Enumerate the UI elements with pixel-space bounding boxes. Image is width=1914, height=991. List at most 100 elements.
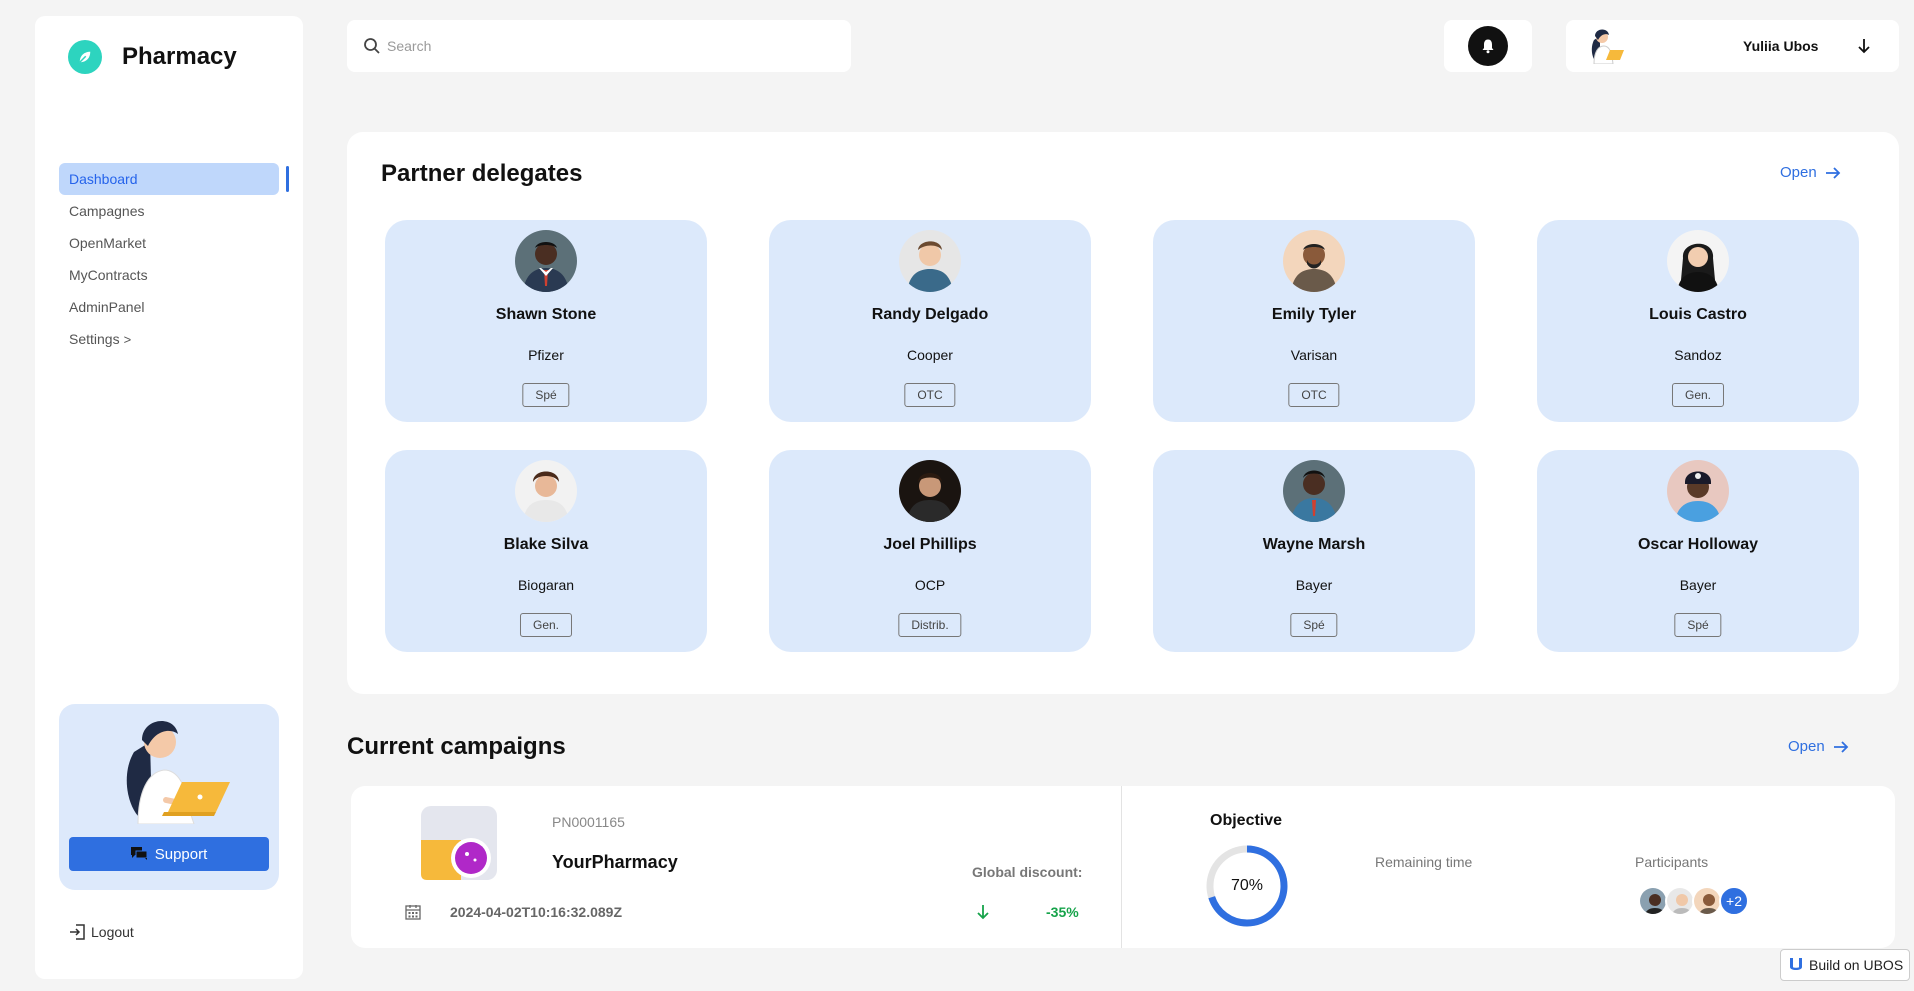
sidebar-nav: Dashboard Campagnes OpenMarket MyContrac…: [59, 163, 291, 355]
leaf-logo-icon: [68, 40, 102, 74]
delegate-card[interactable]: Oscar Holloway Bayer Spé: [1537, 450, 1859, 652]
user-name: Yuliia Ubos: [1743, 38, 1819, 54]
delegates-open-label: Open: [1780, 164, 1817, 181]
delegate-avatar: [1667, 460, 1729, 522]
delegate-cards: Shawn Stone Pfizer Spé Randy Delgado Coo…: [385, 220, 1861, 652]
participants-more-badge: +2: [1719, 886, 1749, 916]
logout-label: Logout: [91, 924, 134, 940]
delegate-avatar: [515, 460, 577, 522]
campaign-image: [421, 806, 497, 880]
objective-label: Objective: [1210, 812, 1283, 829]
delegate-avatar: [899, 230, 961, 292]
delegate-card[interactable]: Emily Tyler Varisan OTC: [1153, 220, 1475, 422]
delegate-company: Cooper: [907, 347, 953, 363]
brand-name: Pharmacy: [122, 43, 237, 70]
sidebar-item-settings[interactable]: Settings >: [59, 323, 279, 355]
participant-avatar: [1665, 886, 1695, 916]
delegate-tag: Gen.: [519, 613, 573, 637]
bell-icon: [1482, 39, 1494, 54]
campaign-divider: [1121, 786, 1122, 948]
participants-avatars[interactable]: +2: [1638, 886, 1749, 916]
delegate-tag: OTC: [904, 383, 956, 407]
campaigns-open-link[interactable]: Open: [1788, 738, 1849, 755]
delegate-card[interactable]: Joel Phillips OCP Distrib.: [769, 450, 1091, 652]
delegate-name: Blake Silva: [503, 536, 589, 553]
participants-label: Participants: [1635, 854, 1709, 870]
sidebar-item-dashboard[interactable]: Dashboard: [59, 163, 289, 195]
delegate-company: Varisan: [1290, 347, 1338, 363]
woman-laptop-illustration: [126, 721, 230, 824]
delegate-name: Louis Castro: [1649, 306, 1747, 323]
chevron-right-icon: >: [123, 331, 132, 347]
brand[interactable]: Pharmacy: [68, 40, 237, 74]
global-discount-label: Global discount:: [972, 864, 1083, 880]
participant-avatar: [1692, 886, 1722, 916]
logout-button[interactable]: Logout: [69, 924, 134, 940]
support-label: Support: [154, 845, 208, 863]
chat-icon: [130, 847, 147, 860]
sidebar-item-campagnes[interactable]: Campagnes: [69, 203, 145, 219]
sidebar-item-openmarket[interactable]: OpenMarket: [69, 235, 147, 251]
campaign-code: PN0001165: [552, 814, 625, 830]
campaign-name: YourPharmacy: [552, 852, 678, 872]
sidebar-item-mycontracts[interactable]: MyContracts: [69, 267, 148, 283]
partner-delegates-title: Partner delegates: [381, 160, 583, 187]
support-button[interactable]: Support: [69, 837, 269, 871]
objective-value: 70%: [1230, 877, 1264, 894]
calendar-icon: [405, 905, 421, 920]
arrow-down-icon: [1858, 39, 1870, 54]
delegate-name: Randy Delgado: [871, 306, 989, 323]
delegate-card[interactable]: Louis Castro Sandoz Gen.: [1537, 220, 1859, 422]
delegate-company: Biogaran: [517, 577, 575, 593]
delegate-avatar: [1283, 230, 1345, 292]
delegate-avatar: [1667, 230, 1729, 292]
delegate-avatar: [899, 460, 961, 522]
search-input[interactable]: [387, 38, 827, 54]
delegate-card[interactable]: Shawn Stone Pfizer Spé: [385, 220, 707, 422]
sidebar-item-settings-label: Settings: [69, 331, 120, 347]
campaign-date: 2024-04-02T10:16:32.089Z: [450, 904, 623, 920]
delegate-company: Pfizer: [528, 347, 564, 363]
user-avatar: [1591, 29, 1624, 64]
delegate-card[interactable]: Blake Silva Biogaran Gen.: [385, 450, 707, 652]
current-campaigns-title: Current campaigns: [347, 733, 566, 760]
delegate-tag: Spé: [1290, 613, 1338, 637]
arrow-right-icon: [1833, 740, 1848, 753]
participant-avatar: [1638, 886, 1668, 916]
delegate-company: Sandoz: [1674, 347, 1722, 363]
support-card: Support: [59, 704, 279, 890]
logout-icon: [70, 924, 85, 940]
sidebar-item-adminpanel[interactable]: AdminPanel: [69, 299, 145, 315]
arrow-down-icon: [977, 905, 989, 920]
delegate-card[interactable]: Randy Delgado Cooper OTC: [769, 220, 1091, 422]
notifications-button[interactable]: [1468, 26, 1508, 66]
partner-delegates-panel: Partner delegates Open Shawn Stone Pfize…: [347, 132, 1899, 694]
delegate-company: OCP: [914, 577, 946, 593]
search-icon: [364, 38, 380, 54]
delegates-open-link[interactable]: Open: [1780, 164, 1841, 181]
arrow-right-icon: [1825, 166, 1840, 179]
ubos-logo-icon: [1790, 958, 1802, 970]
objective-progress-ring: [1206, 845, 1288, 927]
delegate-card[interactable]: Wayne Marsh Bayer Spé: [1153, 450, 1475, 652]
user-menu[interactable]: Yuliia Ubos: [1566, 20, 1899, 72]
delegate-avatar: [1283, 460, 1345, 522]
campaign-card[interactable]: PN0001165 YourPharmacy Global discount: …: [351, 786, 1895, 948]
delegate-company: Bayer: [1679, 577, 1717, 593]
delegate-name: Oscar Holloway: [1637, 536, 1759, 553]
delegate-tag: Spé: [1674, 613, 1722, 637]
remaining-time-label: Remaining time: [1375, 854, 1473, 870]
delegate-tag: Spé: [522, 383, 570, 407]
delegate-company: Bayer: [1295, 577, 1333, 593]
delegate-tag: Gen.: [1671, 383, 1725, 407]
delegate-name: Joel Phillips: [883, 536, 977, 553]
delegate-tag: OTC: [1288, 383, 1340, 407]
delegate-name: Shawn Stone: [495, 306, 597, 323]
global-discount-value: -35%: [1046, 904, 1079, 920]
delegate-name: Emily Tyler: [1271, 306, 1357, 323]
notifications-box: [1444, 20, 1532, 72]
delegate-name: Wayne Marsh: [1262, 536, 1366, 553]
campaigns-open-label: Open: [1788, 738, 1825, 755]
build-on-ubos-badge[interactable]: Build on UBOS: [1780, 949, 1910, 981]
sidebar: Pharmacy Dashboard Campagnes OpenMarket …: [35, 16, 303, 979]
